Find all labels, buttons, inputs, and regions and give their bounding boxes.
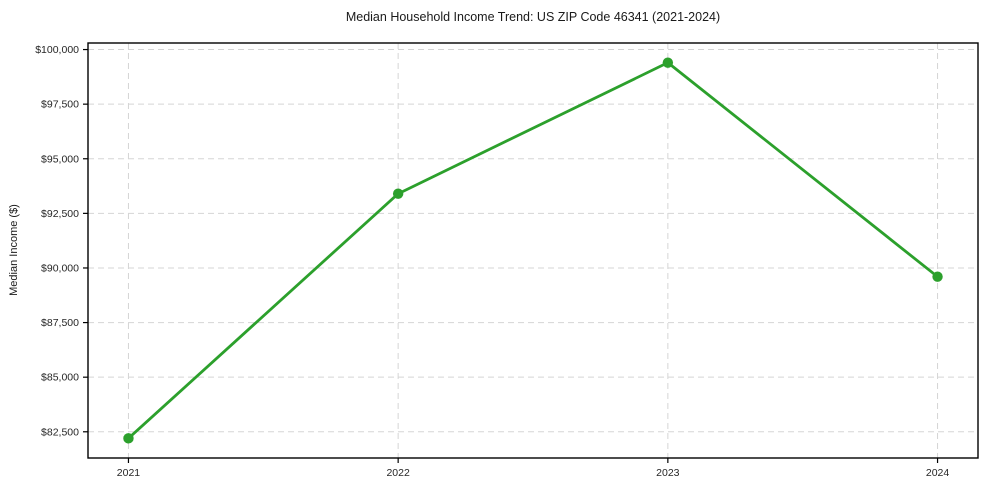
y-tick-label: $100,000 — [35, 44, 79, 56]
y-tick-label: $90,000 — [41, 262, 79, 274]
x-tick-label: 2024 — [926, 467, 950, 479]
plot-border — [87, 42, 979, 459]
x-tick-label: 2023 — [656, 467, 680, 479]
x-tick-label: 2021 — [117, 467, 141, 479]
x-tick-label: 2022 — [386, 467, 410, 479]
y-tick-label: $82,500 — [41, 426, 79, 438]
y-tick-label: $85,000 — [41, 372, 79, 384]
chart-title: Median Household Income Trend: US ZIP Co… — [345, 10, 721, 24]
y-tick-label: $97,500 — [41, 99, 79, 111]
data-point-2023 — [662, 57, 674, 68]
y-tick-label: $87,500 — [41, 317, 79, 329]
data-point-2024 — [932, 271, 943, 282]
data-point-2021 — [123, 433, 134, 444]
data-point-2022 — [392, 188, 404, 199]
y-tick-label: $92,500 — [41, 208, 79, 220]
trend-line — [127, 61, 939, 440]
y-tick-label: $95,000 — [41, 153, 79, 165]
